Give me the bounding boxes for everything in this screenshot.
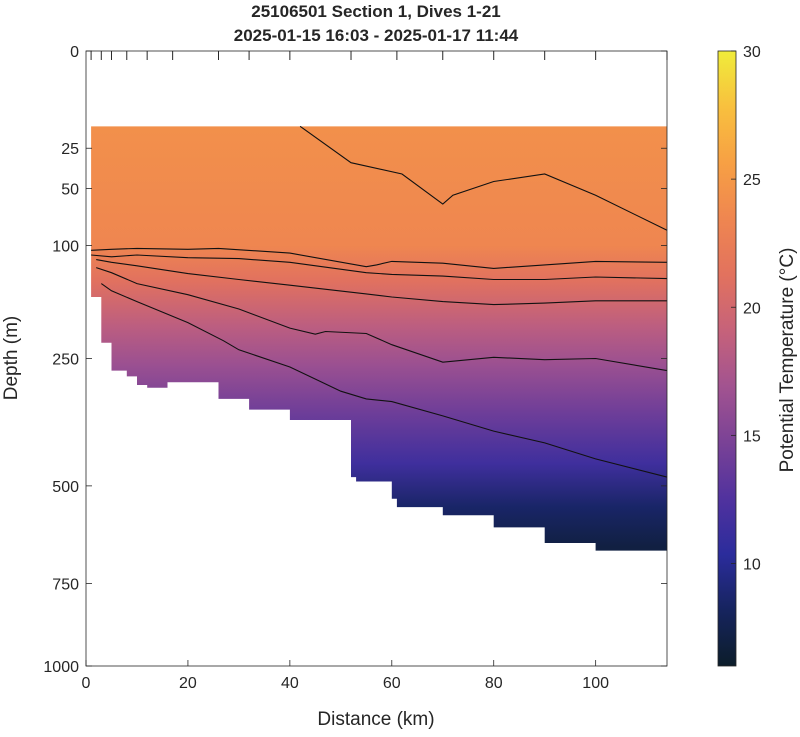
x-tick-label: 80 bbox=[485, 675, 503, 692]
y-tick-label: 0 bbox=[70, 44, 79, 61]
y-tick-label: 25 bbox=[61, 141, 79, 158]
contour-line-21 bbox=[96, 259, 667, 306]
x-axis-label: Distance (km) bbox=[317, 709, 434, 730]
colorbar-tick-label: 30 bbox=[743, 44, 761, 61]
colorbar-label: Potential Temperature (°C) bbox=[777, 248, 798, 473]
colorbar-tick-label: 20 bbox=[743, 300, 761, 317]
plot-area bbox=[91, 126, 667, 551]
contour-line-19 bbox=[96, 267, 667, 372]
y-tick-label: 50 bbox=[61, 182, 79, 199]
x-axis: 0 20 40 60 80 100 bbox=[82, 660, 609, 692]
contour-line-25 bbox=[299, 125, 667, 231]
colorbar-tick-label: 15 bbox=[743, 428, 761, 445]
y-tick-label: 1000 bbox=[43, 659, 79, 676]
y-tick-label: 750 bbox=[52, 577, 79, 594]
chart-title-line-1: 25106501 Section 1, Dives 1-21 bbox=[251, 2, 501, 21]
y-axis: 0 25 50 100 250 500 750 1000 bbox=[43, 44, 667, 676]
contour-line-23 bbox=[91, 247, 667, 269]
chart-title-line-2: 2025-01-15 16:03 - 2025-01-17 11:44 bbox=[234, 26, 519, 45]
y-tick-label: 250 bbox=[52, 352, 79, 369]
contour-line-22 bbox=[91, 254, 667, 281]
colorbar-axis: 10 15 20 25 30 bbox=[731, 44, 761, 574]
colorbar bbox=[717, 50, 737, 667]
x-tick-label: 100 bbox=[582, 675, 609, 692]
y-tick-label: 100 bbox=[52, 238, 79, 255]
section-fill bbox=[91, 126, 667, 551]
colorbar-tick-label: 25 bbox=[743, 172, 761, 189]
x-tick-label: 0 bbox=[82, 675, 91, 692]
y-tick-label: 500 bbox=[52, 479, 79, 496]
contour-line-16 bbox=[100, 283, 667, 478]
x-tick-label: 20 bbox=[179, 675, 197, 692]
colorbar-tick-label: 10 bbox=[743, 557, 761, 574]
dive-location-ticks bbox=[90, 51, 668, 60]
x-tick-label: 40 bbox=[281, 675, 299, 692]
x-tick-label: 60 bbox=[383, 675, 401, 692]
y-axis-label: Depth (m) bbox=[1, 316, 22, 400]
contour-layer bbox=[91, 125, 667, 478]
